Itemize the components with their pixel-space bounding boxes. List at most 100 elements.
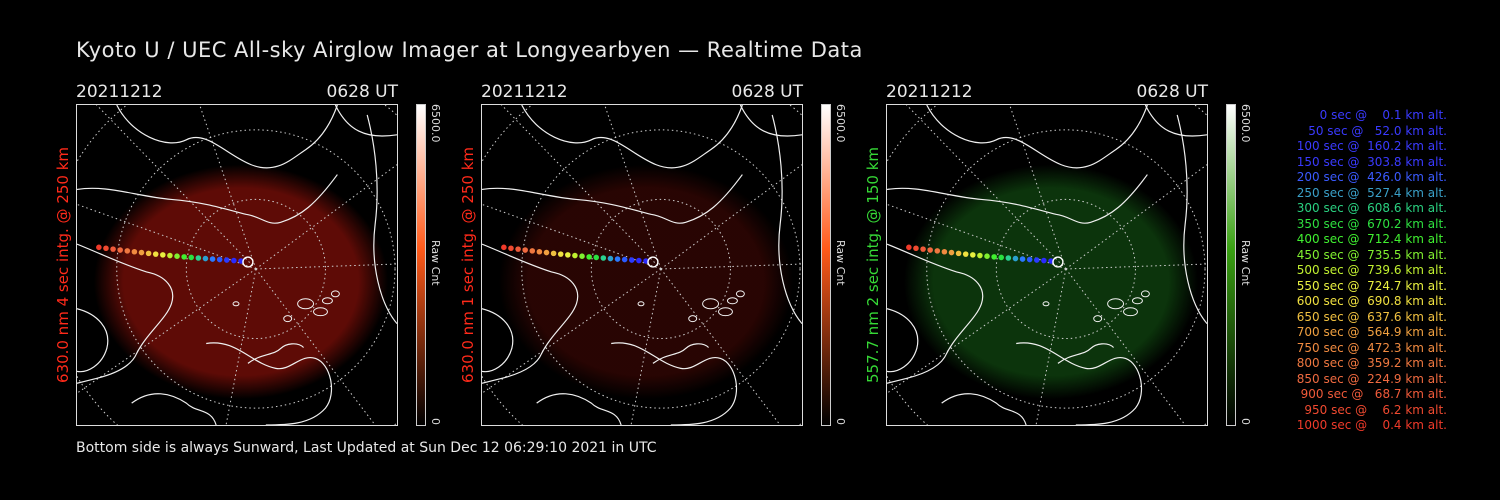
- longitude-line: [500, 105, 662, 270]
- longitude-line: [1009, 105, 1067, 270]
- colorbar-max-label: 6500.0: [1239, 104, 1252, 143]
- airglow-disk: [903, 164, 1199, 400]
- colorbar-max-label: 6500.0: [429, 104, 442, 143]
- legend-row: 800 sec @ 359.2 km alt.: [1292, 356, 1447, 370]
- coastline: [1176, 114, 1207, 325]
- trajectory-point: [970, 252, 976, 258]
- trajectory-point: [103, 245, 109, 252]
- trajectory-point: [145, 250, 152, 257]
- legend-row: 650 sec @ 637.6 km alt.: [1292, 309, 1447, 324]
- trajectory-point: [550, 250, 557, 257]
- trajectory-point: [1041, 257, 1047, 264]
- legend-row: 200 sec @ 426.0 km alt.: [1292, 170, 1447, 184]
- colorbar: [1226, 104, 1236, 426]
- legend-row: 700 sec @ 564.9 km alt.: [1292, 325, 1447, 339]
- island: [702, 298, 720, 310]
- trajectory-point: [152, 251, 159, 257]
- legend-row: 750 sec @ 472.3 km alt.: [1292, 340, 1447, 355]
- colorbar: [416, 104, 426, 426]
- colorbar-min-label: 0: [429, 418, 442, 425]
- trajectory-point: [216, 256, 223, 263]
- legend-row: 150 sec @ 303.8 km alt.: [1292, 154, 1447, 169]
- island: [1093, 315, 1103, 323]
- panel-date: 20211212: [76, 82, 163, 102]
- island: [313, 307, 328, 317]
- trajectory-point: [586, 254, 592, 260]
- island: [1107, 298, 1125, 310]
- trajectory-point: [117, 247, 123, 253]
- longitude-line: [905, 105, 1067, 270]
- coastline: [926, 105, 1148, 169]
- station-marker: [242, 256, 254, 268]
- legend-row: 850 sec @ 224.9 km alt.: [1292, 371, 1447, 386]
- coastline: [77, 308, 109, 373]
- longitude-line: [255, 263, 397, 270]
- trajectory-point: [536, 248, 543, 255]
- coastline: [771, 114, 802, 325]
- trajectory-point: [131, 248, 138, 255]
- coastline: [482, 174, 743, 224]
- trajectory-point: [906, 244, 912, 251]
- trajectory-point: [920, 246, 926, 252]
- coastline: [77, 174, 338, 224]
- coastline: [1144, 105, 1207, 137]
- coastline: [1057, 343, 1115, 364]
- trajectory-point: [955, 250, 962, 257]
- panel-time: 0628 UT: [1136, 82, 1209, 102]
- longitude-line: [482, 268, 662, 394]
- panel-time: 0628 UT: [731, 82, 804, 102]
- latitude-circle: [590, 198, 731, 340]
- coastline: [482, 308, 514, 373]
- trajectory-point: [231, 257, 237, 264]
- latitude-circle: [926, 129, 1206, 409]
- legend-row: 100 sec @ 160.2 km alt.: [1292, 139, 1447, 153]
- island: [735, 290, 745, 298]
- trajectory-point: [607, 255, 614, 262]
- latitude-circle: [521, 129, 801, 409]
- coastline: [206, 342, 333, 425]
- trajectory-point: [593, 254, 600, 261]
- trajectory-point: [96, 244, 102, 251]
- longitude-line: [255, 268, 376, 425]
- trajectory-point: [508, 245, 514, 252]
- trajectory-point: [209, 256, 216, 262]
- coastline: [1016, 342, 1143, 425]
- imager-panel-630-1sec: 20211212 0628 UT 630.0 nm 1 sec intg. @ …: [459, 80, 881, 430]
- longitude-line: [604, 105, 662, 270]
- island: [718, 307, 733, 317]
- trajectory-point: [501, 244, 507, 251]
- latitude-circle: [995, 198, 1136, 340]
- trajectory-point: [621, 256, 628, 263]
- trajectory-point: [110, 246, 116, 252]
- trajectory-point: [913, 245, 919, 252]
- trajectory-point: [628, 257, 635, 263]
- island: [637, 301, 645, 307]
- trajectory-point: [202, 255, 209, 262]
- coastline: [116, 105, 338, 169]
- trajectory-point: [174, 253, 180, 260]
- imager-panel-557-2sec: 20211212 0628 UT 557.7 nm 2 sec intg. @ …: [864, 80, 1286, 430]
- trajectory-point: [529, 248, 536, 254]
- airglow-disk: [498, 164, 794, 400]
- island: [283, 315, 293, 323]
- colorbar-min-label: 0: [834, 418, 847, 425]
- trajectory-point: [181, 254, 187, 260]
- imager-panel-630-4sec: 20211212 0628 UT 630.0 nm 4 sec intg. @ …: [54, 80, 476, 430]
- trajectory-point: [998, 254, 1005, 261]
- trajectory-point: [614, 256, 621, 262]
- trajectory-point: [636, 257, 642, 264]
- panel-wavelength-label: 630.0 nm 1 sec intg. @ 250 km: [459, 146, 477, 384]
- trajectory-point: [600, 255, 607, 261]
- panel-wavelength-label: 557.7 nm 2 sec intg. @ 150 km: [864, 146, 882, 384]
- longitude-line: [1065, 263, 1207, 270]
- trajectory-point: [579, 253, 585, 260]
- island: [1140, 290, 1150, 298]
- trajectory-point: [948, 249, 955, 256]
- page-title: Kyoto U / UEC All-sky Airglow Imager at …: [76, 38, 863, 62]
- colorbar-unit-label: Raw Cnt: [1239, 240, 1252, 286]
- island: [321, 297, 333, 305]
- legend-row: 900 sec @ 68.7 km alt.: [1296, 387, 1447, 401]
- trajectory-point: [1026, 256, 1033, 263]
- trajectory-point: [557, 251, 564, 257]
- station-marker: [647, 256, 659, 268]
